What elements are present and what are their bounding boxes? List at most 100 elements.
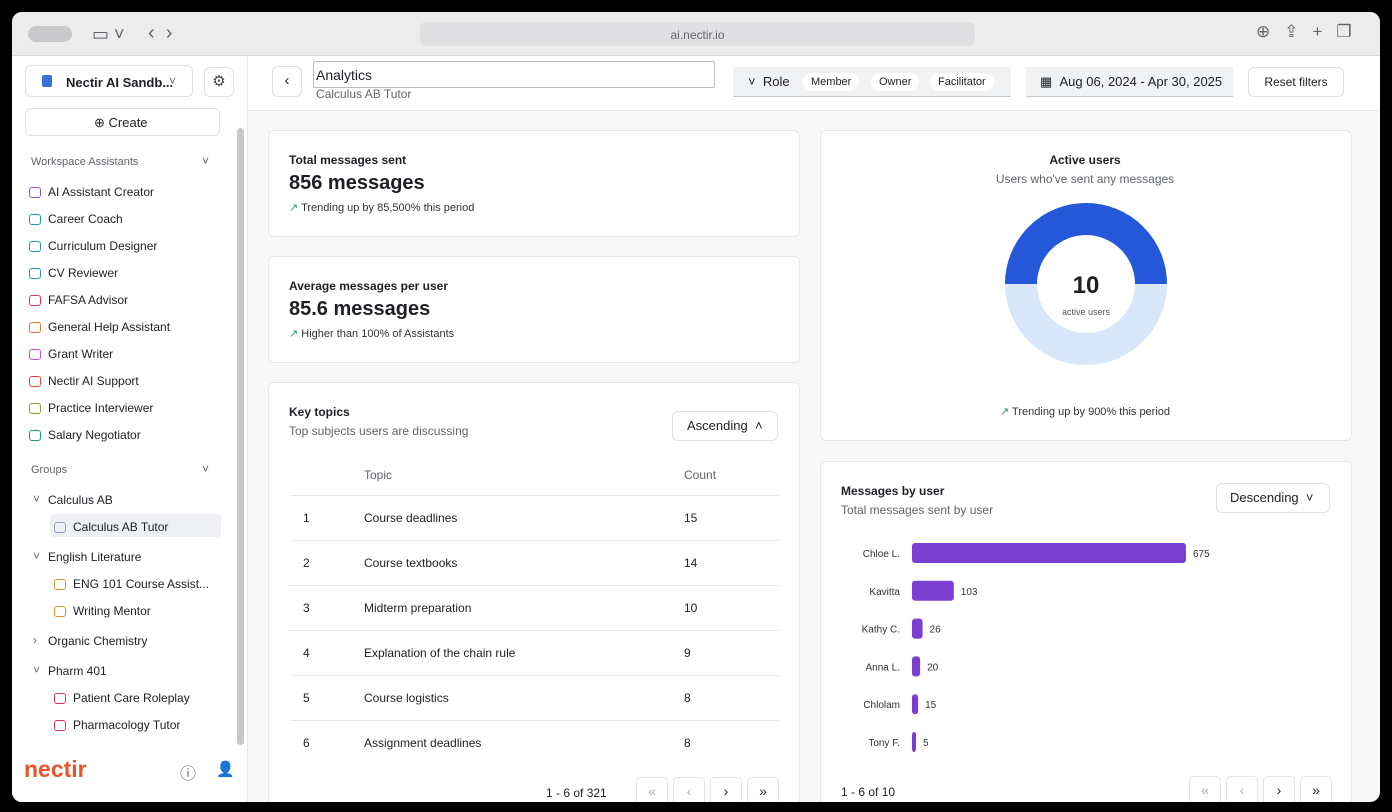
card-subtitle: Top subjects users are discussing [289, 424, 469, 438]
messages-by-user-card [820, 461, 1352, 802]
role-chip[interactable]: Facilitator [930, 73, 994, 91]
user-label: Chlolam [863, 700, 900, 711]
bar-value: 15 [925, 700, 937, 711]
pager-button[interactable]: ‹ [673, 777, 705, 802]
sort-button[interactable]: Descending ˅ [1216, 483, 1330, 513]
group-name[interactable]: Organic Chemistry [48, 634, 148, 648]
assistant-item[interactable]: FAFSA Advisor [48, 293, 129, 307]
chevron: ˅ [202, 462, 210, 476]
assistant-item[interactable]: Grant Writer [48, 347, 114, 361]
workspace-icon [42, 75, 52, 87]
row-number: 6 [303, 736, 310, 750]
bar [912, 618, 923, 639]
assistant-item[interactable]: Curriculum Designer [48, 239, 158, 253]
user-label: Kathy C. [862, 625, 900, 636]
pager-button[interactable]: » [1300, 776, 1332, 802]
bar [912, 580, 954, 601]
workspace-select[interactable] [25, 65, 193, 97]
average-card [268, 256, 800, 363]
settings-button[interactable]: ⚙ [204, 67, 234, 97]
card-subtitle: Users who've sent any messages [995, 172, 1175, 186]
assistant-icon [29, 241, 41, 252]
role-chip[interactable]: Member [803, 73, 860, 91]
key-topics-card [268, 382, 800, 802]
assistant-item[interactable]: General Help Assistant [48, 320, 171, 334]
role-text: Role [762, 74, 790, 89]
assistant-item[interactable]: Career Coach [48, 212, 123, 226]
group-toggle: ˅ [33, 663, 41, 677]
topic: Assignment deadlines [364, 736, 482, 750]
assistant-icon [29, 295, 41, 306]
scrollbar [237, 128, 244, 745]
page-subtitle: Calculus AB Tutor [316, 87, 412, 101]
date-text: Aug 06, 2024 - Apr 30, 2025 [1059, 74, 1223, 89]
group-name[interactable]: Calculus AB [48, 493, 113, 507]
group-item[interactable]: ENG 101 Course Assist... [73, 577, 210, 591]
browser-actions[interactable]: ⊕⇪+❐ [1256, 22, 1366, 41]
sort-button[interactable]: Ascending ˄ [672, 411, 778, 441]
count: 8 [684, 736, 691, 750]
browser-window: ▭ ˅ ‹ › ai.nectir.io ⊕⇪+❐ Nectir AI Sand… [12, 12, 1380, 802]
row-number: 3 [303, 601, 310, 615]
group-toggle: ˅ [33, 549, 41, 563]
page-title: Analytics [316, 67, 373, 83]
back-button[interactable]: ‹ [272, 66, 302, 97]
create-text: Create [108, 115, 148, 130]
url: ai.nectir.io [670, 28, 725, 42]
trend-text: Trending up by 85,500% this period [301, 202, 475, 214]
pager-button[interactable]: › [1263, 776, 1295, 802]
pager-button[interactable]: » [747, 777, 779, 802]
group-toggle: › [33, 633, 37, 647]
tab-overview-button[interactable] [28, 26, 72, 42]
pager-button[interactable]: « [636, 777, 668, 802]
assistant-item[interactable]: CV Reviewer [48, 266, 119, 280]
group-item[interactable]: Calculus AB Tutor [73, 520, 169, 534]
assistant-item[interactable]: AI Assistant Creator [48, 185, 155, 199]
group-name[interactable]: English Literature [48, 550, 142, 564]
stat-value: 85.6 messages [289, 298, 431, 320]
assistant-item[interactable]: Practice Interviewer [48, 401, 154, 415]
pager-button[interactable]: « [1189, 776, 1221, 802]
help-button[interactable]: ⓘ [180, 766, 197, 783]
sidebar-toggle[interactable]: ▭ ˅ [92, 24, 125, 44]
pager-button[interactable]: ‹ [1226, 776, 1258, 802]
reset-filters[interactable]: Reset filters [1248, 67, 1344, 97]
sort-text: Ascending [687, 418, 748, 433]
role-chip[interactable]: Owner [871, 73, 920, 91]
column-header: Topic [364, 468, 393, 482]
assistant-icon [29, 376, 41, 387]
logo: nectir [24, 756, 87, 782]
group-item[interactable]: Writing Mentor [73, 604, 151, 618]
group-item[interactable]: Patient Care Roleplay [73, 691, 190, 705]
trend-icon: ↗ [289, 202, 299, 214]
count: 15 [684, 511, 698, 525]
active-trend: ↗ Trending up by 900% this period [820, 405, 1350, 418]
back-nav[interactable]: ‹ › [148, 22, 173, 44]
user-label: Kavitta [869, 587, 900, 598]
bar-chart: Chloe L. 675 Kavitta 103 Kathy C. 26 Anna L. 20… [862, 543, 1210, 752]
create-button[interactable] [25, 108, 220, 136]
section-heading: Groups [31, 464, 68, 476]
assistant-icon [29, 430, 41, 441]
card-title: Active users [1049, 153, 1121, 167]
group-name[interactable]: Pharm 401 [48, 664, 107, 678]
trend-text: Higher than 100% of Assistants [301, 328, 455, 340]
count: 10 [684, 601, 698, 615]
url-bar[interactable] [420, 22, 975, 46]
bar-value: 26 [930, 625, 942, 636]
trend-icon: ↗ [999, 406, 1010, 418]
title-input[interactable] [313, 61, 715, 88]
assistant-item[interactable]: Salary Negotiator [48, 428, 141, 442]
user-label: Anna L. [866, 662, 900, 673]
date-filter[interactable] [1026, 67, 1233, 97]
bar-value: 103 [961, 587, 978, 598]
stat-trend: ↗ Higher than 100% of Assistants [289, 327, 454, 340]
pager-button[interactable]: › [710, 777, 742, 802]
group-item[interactable]: Pharmacology Tutor [73, 718, 181, 732]
assistant-icon [29, 403, 41, 414]
sidebar [12, 56, 248, 802]
profile-button[interactable]: 👤 [216, 761, 235, 778]
assistant-item[interactable]: Nectir AI Support [48, 374, 139, 388]
total-messages-card [268, 130, 800, 237]
